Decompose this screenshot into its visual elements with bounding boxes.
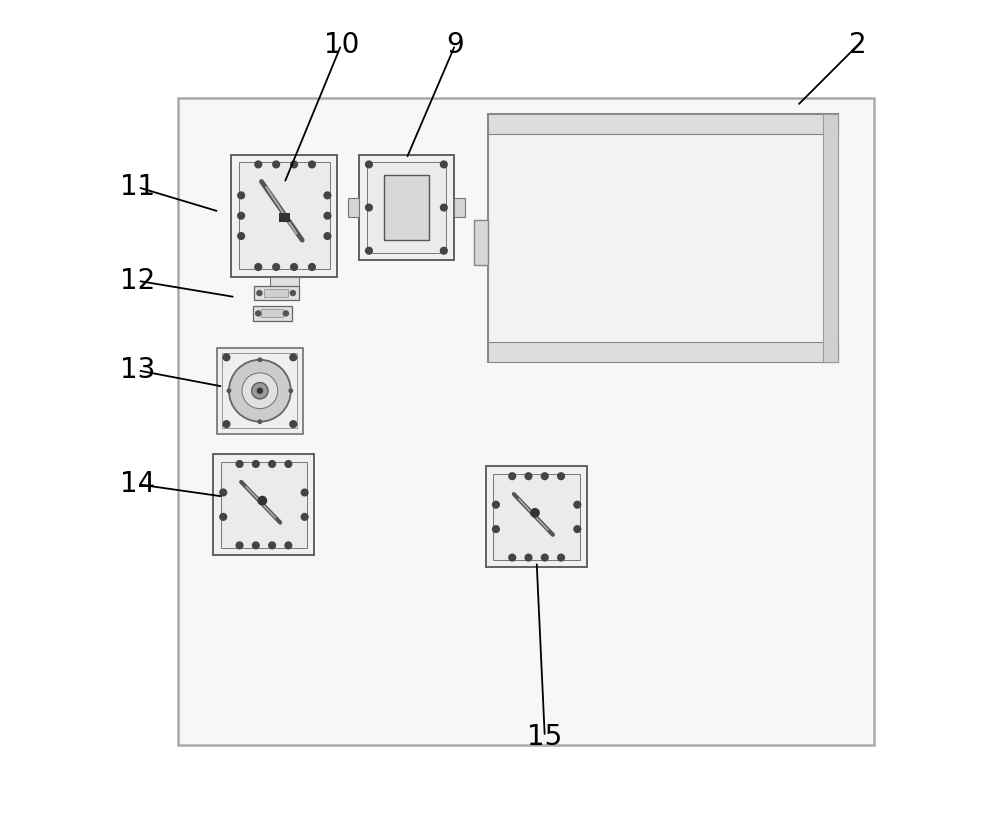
Circle shape	[524, 472, 533, 480]
Circle shape	[440, 160, 448, 168]
Circle shape	[365, 204, 373, 212]
Circle shape	[254, 160, 262, 168]
Circle shape	[290, 160, 298, 168]
Circle shape	[290, 263, 298, 271]
Circle shape	[229, 360, 291, 422]
Circle shape	[242, 373, 278, 409]
Bar	[488, 342, 838, 362]
Circle shape	[557, 472, 565, 480]
Bar	[221, 462, 307, 548]
Circle shape	[237, 191, 245, 199]
Circle shape	[323, 232, 332, 240]
Bar	[474, 220, 488, 265]
Circle shape	[257, 496, 267, 505]
Bar	[367, 162, 446, 253]
Text: 10: 10	[324, 31, 359, 59]
Bar	[217, 348, 303, 434]
Circle shape	[257, 419, 262, 424]
Circle shape	[222, 420, 231, 428]
Circle shape	[237, 212, 245, 220]
Bar	[488, 114, 838, 362]
Circle shape	[301, 513, 309, 521]
Circle shape	[440, 247, 448, 255]
Circle shape	[252, 541, 260, 549]
Bar	[359, 155, 454, 260]
Bar	[239, 162, 330, 269]
Circle shape	[301, 488, 309, 497]
Bar	[264, 289, 288, 297]
Circle shape	[257, 388, 262, 393]
Circle shape	[573, 501, 581, 509]
Circle shape	[323, 191, 332, 199]
Text: 9: 9	[446, 31, 464, 59]
Circle shape	[365, 247, 373, 255]
Circle shape	[226, 388, 231, 393]
Bar	[384, 175, 429, 240]
Circle shape	[557, 554, 565, 562]
Circle shape	[288, 388, 293, 393]
Circle shape	[268, 460, 276, 468]
Bar	[222, 353, 297, 428]
Circle shape	[237, 232, 245, 240]
Bar	[254, 286, 299, 300]
Circle shape	[256, 290, 263, 296]
Circle shape	[530, 508, 540, 518]
Bar	[486, 466, 587, 567]
Bar	[231, 155, 337, 277]
Circle shape	[541, 554, 549, 562]
Text: 2: 2	[849, 31, 867, 59]
Bar	[348, 198, 359, 217]
Circle shape	[222, 353, 231, 361]
Circle shape	[492, 525, 500, 533]
Circle shape	[254, 263, 262, 271]
Circle shape	[524, 554, 533, 562]
Text: 12: 12	[120, 267, 155, 295]
Circle shape	[252, 383, 268, 399]
Circle shape	[252, 460, 260, 468]
Bar	[823, 114, 838, 362]
Bar	[178, 98, 874, 745]
Bar	[488, 114, 838, 134]
Circle shape	[235, 541, 244, 549]
Circle shape	[268, 541, 276, 549]
Circle shape	[272, 160, 280, 168]
Bar	[213, 454, 314, 555]
Circle shape	[508, 472, 516, 480]
Circle shape	[323, 212, 332, 220]
Circle shape	[284, 541, 292, 549]
Circle shape	[508, 554, 516, 562]
Bar	[270, 277, 299, 291]
Circle shape	[308, 263, 316, 271]
Bar	[279, 213, 290, 222]
Text: 14: 14	[120, 470, 155, 498]
Circle shape	[219, 488, 227, 497]
Circle shape	[235, 460, 244, 468]
Circle shape	[272, 263, 280, 271]
Text: 11: 11	[120, 173, 155, 201]
Circle shape	[541, 472, 549, 480]
Circle shape	[289, 420, 297, 428]
Text: 15: 15	[527, 723, 562, 751]
Circle shape	[365, 160, 373, 168]
Circle shape	[492, 501, 500, 509]
Bar	[253, 306, 292, 321]
Circle shape	[573, 525, 581, 533]
Circle shape	[284, 460, 292, 468]
Circle shape	[289, 353, 297, 361]
Circle shape	[257, 357, 262, 362]
Circle shape	[308, 160, 316, 168]
Circle shape	[290, 290, 296, 296]
Circle shape	[440, 204, 448, 212]
Bar	[493, 474, 580, 560]
Circle shape	[219, 513, 227, 521]
Bar	[261, 309, 283, 317]
Circle shape	[283, 310, 289, 317]
Circle shape	[255, 310, 261, 317]
Bar	[454, 198, 465, 217]
Text: 13: 13	[120, 357, 155, 384]
